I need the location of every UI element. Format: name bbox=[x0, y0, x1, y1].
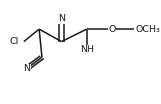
Text: N: N bbox=[58, 14, 65, 23]
Text: O: O bbox=[108, 25, 116, 34]
Text: Cl: Cl bbox=[9, 37, 19, 46]
Text: NH: NH bbox=[80, 45, 94, 54]
Text: N: N bbox=[23, 64, 30, 73]
Text: OCH₃: OCH₃ bbox=[136, 25, 161, 34]
